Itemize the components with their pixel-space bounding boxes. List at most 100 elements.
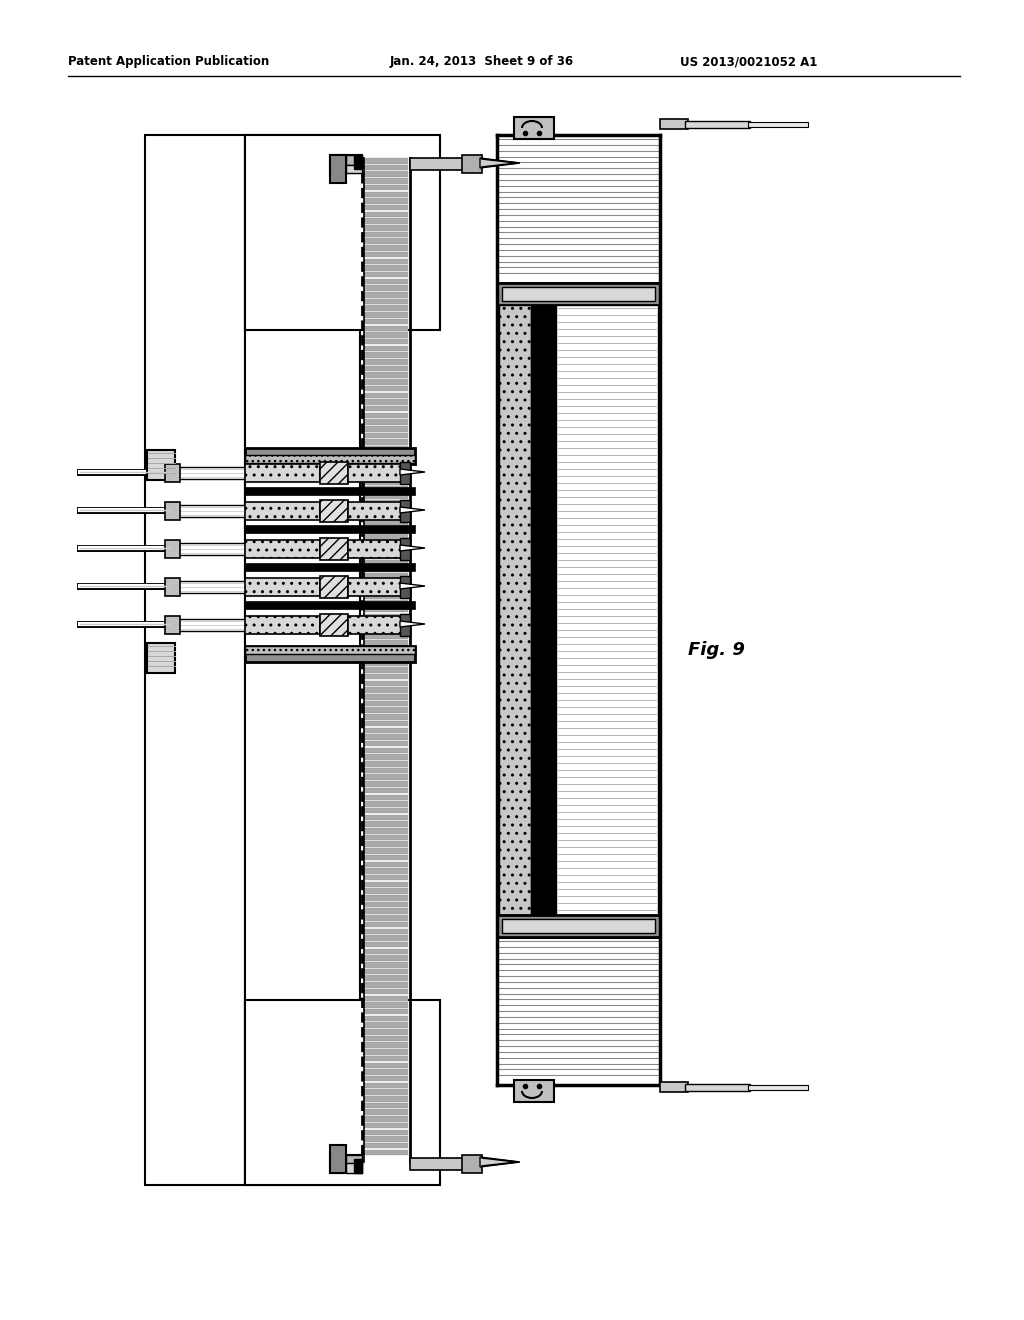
Bar [497, 915, 660, 937]
Bar [364, 473, 408, 478]
Bar [364, 198, 408, 203]
Bar [400, 614, 410, 636]
Bar [364, 553, 408, 558]
Bar [245, 135, 360, 1185]
Bar [364, 1015, 408, 1022]
Bar [364, 546, 408, 552]
Bar [364, 956, 408, 961]
Bar [346, 154, 362, 165]
Bar [364, 989, 408, 994]
Bar [364, 855, 408, 861]
Bar [364, 379, 408, 384]
Bar [364, 634, 408, 639]
Bar [364, 252, 408, 257]
Bar [348, 540, 408, 558]
Bar [364, 653, 408, 659]
Bar [165, 540, 180, 558]
Bar [364, 849, 408, 854]
Bar [319, 576, 348, 598]
Bar [364, 875, 408, 880]
Text: US 2013/0021052 A1: US 2013/0021052 A1 [680, 55, 817, 69]
Bar [364, 1002, 408, 1007]
Bar [354, 1159, 362, 1173]
Bar [364, 285, 408, 290]
Bar [364, 459, 408, 465]
Bar [364, 869, 408, 874]
Bar [364, 466, 408, 471]
Polygon shape [400, 620, 425, 627]
Bar [364, 527, 408, 532]
Bar [364, 224, 408, 231]
Bar [748, 1085, 808, 1090]
Bar [364, 326, 408, 331]
Bar [364, 1043, 408, 1048]
Bar [348, 578, 408, 597]
Bar [170, 543, 245, 554]
Bar [330, 1155, 362, 1173]
Bar [502, 286, 655, 301]
Bar [364, 601, 408, 606]
Bar [364, 781, 408, 787]
Bar [245, 447, 415, 465]
Bar [346, 1155, 362, 1166]
Bar [364, 667, 408, 673]
Bar [170, 506, 245, 517]
Bar [364, 834, 408, 841]
Bar [364, 627, 408, 632]
Bar [364, 413, 408, 418]
Bar [364, 1036, 408, 1041]
Bar [364, 165, 408, 170]
Bar [364, 1030, 408, 1035]
Bar [364, 821, 408, 826]
Bar [364, 1089, 408, 1094]
Bar [170, 619, 245, 631]
Bar [364, 339, 408, 345]
Bar [364, 492, 408, 499]
Bar [685, 1084, 750, 1092]
Bar [497, 305, 660, 915]
Bar [364, 312, 408, 318]
Bar [364, 579, 408, 586]
Bar [346, 1163, 362, 1173]
Bar [170, 581, 245, 593]
Bar [364, 1096, 408, 1101]
Bar [364, 359, 408, 364]
Bar [319, 614, 348, 636]
Bar [364, 399, 408, 405]
Text: Fig. 9: Fig. 9 [688, 642, 744, 659]
Bar [165, 465, 180, 482]
Bar [165, 502, 180, 520]
Bar [348, 502, 408, 520]
Bar [364, 520, 408, 525]
Bar [364, 566, 408, 572]
Bar [147, 643, 175, 673]
Bar [364, 640, 408, 645]
Bar [364, 701, 408, 706]
Bar [364, 158, 408, 164]
Bar [245, 487, 415, 495]
Bar [147, 450, 175, 480]
Bar [660, 1082, 688, 1092]
Bar [748, 121, 808, 127]
Bar [364, 540, 408, 545]
Bar [245, 455, 415, 463]
Bar [364, 453, 408, 458]
Bar [364, 298, 408, 304]
Bar [364, 982, 408, 987]
Bar [497, 135, 660, 282]
Bar [364, 1109, 408, 1115]
Bar [531, 305, 556, 915]
Bar [497, 937, 660, 1085]
Bar [364, 1082, 408, 1088]
Bar [364, 915, 408, 920]
Bar [364, 694, 408, 700]
Bar [364, 754, 408, 760]
Bar [364, 714, 408, 719]
Bar [364, 500, 408, 506]
Bar [400, 576, 410, 598]
Bar [364, 1137, 408, 1142]
Bar [364, 969, 408, 974]
Bar [364, 775, 408, 780]
Bar [364, 814, 408, 820]
Bar [364, 908, 408, 913]
